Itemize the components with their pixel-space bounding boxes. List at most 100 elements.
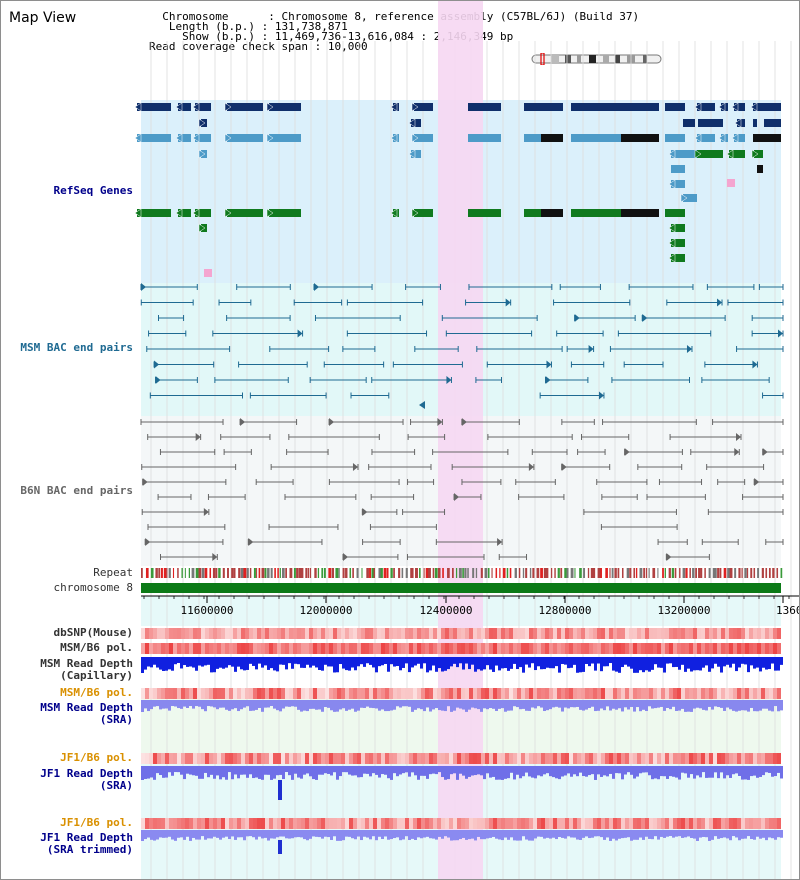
read-depth-bar (645, 830, 648, 837)
read-depth-bar (579, 700, 582, 710)
polymorphism-cell (545, 628, 549, 639)
polymorphism-cell (465, 818, 469, 829)
gene-block (411, 119, 421, 127)
msm-bac-track[interactable] (140, 283, 784, 409)
gene-block (227, 209, 263, 217)
track-label-msm-depth-sra[interactable]: MSM Read Depth (SRA) (40, 702, 133, 726)
track-label-refseq[interactable]: RefSeq Genes (53, 184, 133, 197)
polymorphism-cell (417, 753, 421, 764)
polymorphism-cell (237, 818, 241, 829)
track-label-chromosome[interactable]: chromosome 8 (53, 581, 133, 594)
read-depth-bar (273, 766, 276, 779)
read-depth-bar (684, 830, 687, 838)
polymorphism-cell (169, 643, 173, 654)
track-label-jf1-depth-sra[interactable]: JF1 Read Depth (SRA) (40, 768, 133, 792)
read-depth-bar (288, 830, 291, 839)
polymorphism-cell (481, 818, 485, 829)
read-depth-bar (426, 657, 429, 673)
read-depth-bar (582, 700, 585, 711)
track-label-msm-b6-pol[interactable]: MSM/B6 pol. (60, 641, 133, 654)
repeat-element (708, 568, 711, 578)
read-depth-bar (261, 700, 264, 712)
read-depth-bar (321, 766, 324, 775)
polymorphism-tracks[interactable] (141, 628, 781, 829)
read-depth-bar (612, 657, 615, 671)
track-label-msm-b6-pol-2[interactable]: MSM/B6 pol. (60, 686, 133, 699)
polymorphism-cell (733, 753, 737, 764)
read-depth-bar (609, 657, 612, 664)
read-depth-bar (681, 766, 684, 773)
polymorphism-cell (365, 643, 369, 654)
track-label-jf1-depth-trimmed[interactable]: JF1 Read Depth (SRA trimmed) (40, 832, 133, 856)
repeat-element (238, 568, 241, 578)
read-depth-bar (306, 657, 309, 665)
gene-block (685, 150, 697, 158)
polymorphism-cell (545, 643, 549, 654)
polymorphism-cell (457, 628, 461, 639)
track-label-msm-bac[interactable]: MSM BAC end pairs (20, 341, 133, 354)
read-depth-bar (285, 830, 288, 839)
repeat-element (423, 568, 425, 578)
track-label-repeat[interactable]: Repeat (93, 566, 133, 579)
polymorphism-cell (353, 818, 357, 829)
gene-strand-arrow (680, 193, 688, 203)
read-depth-bar (147, 700, 150, 712)
polymorphism-cell (333, 643, 337, 654)
polymorphism-cell (349, 818, 353, 829)
polymorphism-cell (453, 628, 457, 639)
msm-bac-pair-arrow (446, 376, 452, 384)
repeat-element (662, 568, 664, 578)
polymorphism-cell (541, 753, 545, 764)
refseq-genes-track[interactable] (134, 102, 783, 277)
read-depth-bar (642, 700, 645, 710)
track-label-dbsnp[interactable]: dbSNP(Mouse) (53, 626, 133, 639)
polymorphism-cell (757, 688, 761, 699)
read-depth-bar (486, 766, 489, 774)
read-depth-bar (699, 766, 702, 778)
polymorphism-cell (261, 753, 265, 764)
polymorphism-cell (665, 753, 669, 764)
gene-block (137, 134, 171, 142)
read-depth-bar (168, 700, 171, 711)
repeat-track[interactable] (141, 568, 783, 578)
track-label-jf1-b6-pol[interactable]: JF1/B6 pol. (60, 751, 133, 764)
read-depth-bar (453, 766, 456, 774)
track-label-msm-depth-capillary[interactable]: MSM Read Depth (Capillary) (40, 658, 133, 682)
read-depth-bar (372, 700, 375, 709)
polymorphism-cell (165, 643, 169, 654)
repeat-element (502, 568, 506, 578)
read-depth-bar (300, 657, 303, 668)
b6n-bac-pair-arrow (437, 418, 443, 426)
polymorphism-cell (729, 688, 733, 699)
gene-block (671, 150, 685, 158)
gene-block (683, 119, 695, 127)
track-label-jf1-b6-pol-2[interactable]: JF1/B6 pol. (60, 816, 133, 829)
read-depth-tracks[interactable] (141, 657, 783, 854)
polymorphism-cell (509, 643, 513, 654)
polymorphism-cell (189, 628, 193, 639)
polymorphism-cell (205, 688, 209, 699)
read-depth-bar (357, 657, 360, 667)
read-depth-bar (699, 657, 702, 671)
read-depth-bar (636, 700, 639, 708)
b6n-bac-track[interactable] (140, 418, 784, 561)
polymorphism-cell (201, 628, 205, 639)
polymorphism-cell (177, 818, 181, 829)
polymorphism-cell (169, 818, 173, 829)
polymorphism-cell (657, 753, 661, 764)
polymorphism-cell (653, 643, 657, 654)
polymorphism-cell (557, 818, 561, 829)
chromosome-ideogram[interactable] (531, 53, 663, 65)
read-depth-bar (693, 766, 696, 779)
track-label-b6n-bac[interactable]: B6N BAC end pairs (20, 484, 133, 497)
polymorphism-cell (433, 818, 437, 829)
polymorphism-cell (429, 688, 433, 699)
polymorphism-cell (649, 688, 653, 699)
read-depth-bar (711, 830, 714, 840)
read-depth-bar (387, 830, 390, 840)
polymorphism-cell (173, 818, 177, 829)
polymorphism-cell (213, 818, 217, 829)
read-depth-bar (717, 830, 720, 839)
repeat-element (597, 568, 601, 578)
